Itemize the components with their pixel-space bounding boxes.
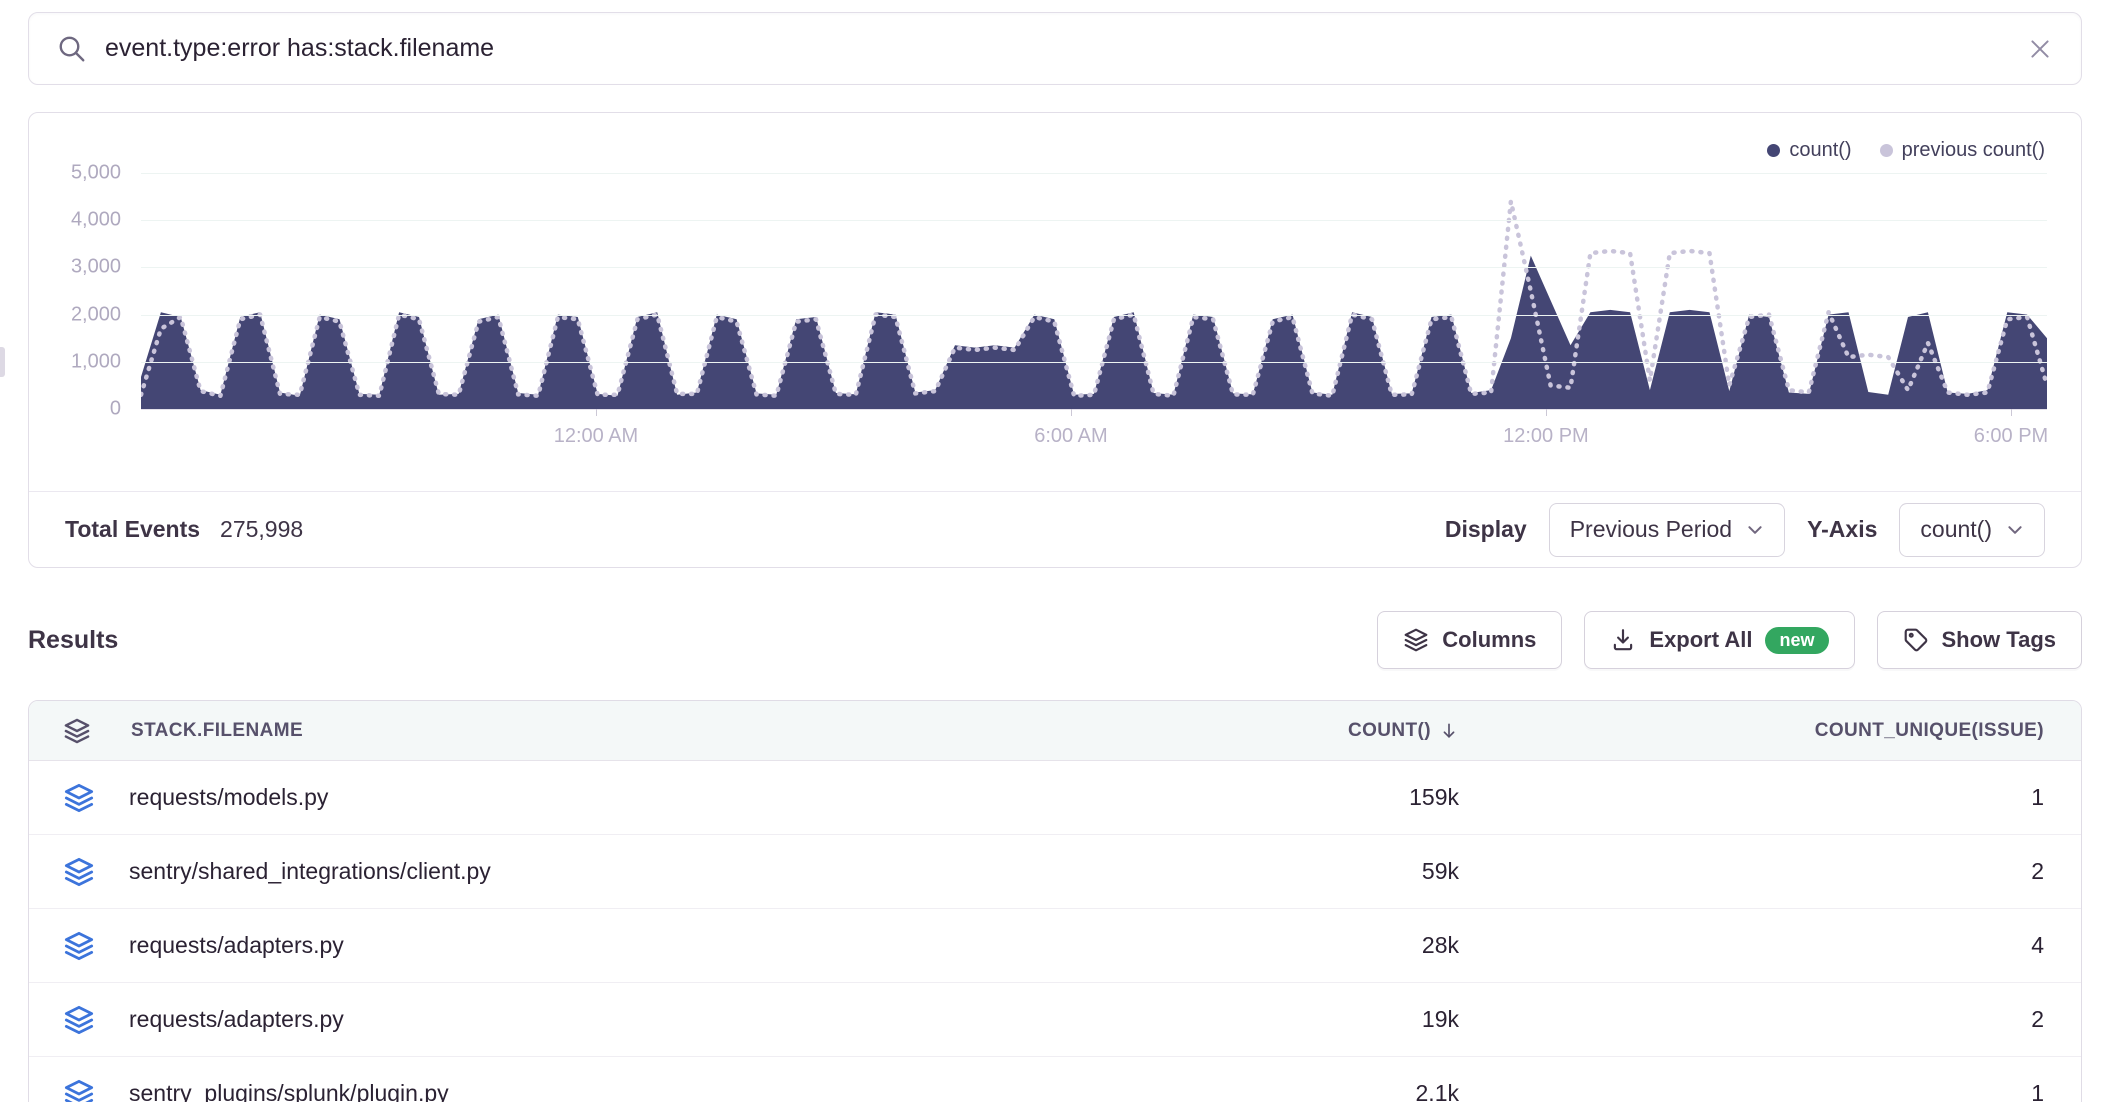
chevron-down-icon	[1748, 525, 1762, 534]
x-axis-tick	[595, 409, 597, 416]
yaxis-label: Y-Axis	[1807, 516, 1878, 542]
y-axis-tick-label: 1,000	[70, 350, 121, 373]
count-unique-cell: 4	[2031, 932, 2044, 958]
header-stack-filename[interactable]: STACK.FILENAME	[29, 717, 1159, 745]
clear-search-icon[interactable]	[2027, 36, 2053, 62]
layers-icon	[64, 931, 94, 960]
layers-icon	[64, 783, 94, 812]
x-axis-tick-label: 6:00 PM	[1973, 425, 2049, 447]
stack-filename-cell: requests/models.py	[129, 784, 329, 810]
count-unique-cell: 1	[2031, 1080, 2044, 1102]
x-axis-tick-label: 12:00 AM	[553, 425, 639, 447]
count-cell: 19k	[1421, 1006, 1459, 1032]
y-axis-tick-label: 4,000	[70, 208, 121, 231]
stack-filename-cell: requests/adapters.py	[129, 932, 344, 958]
legend-item-previous-count[interactable]: previous count()	[1879, 139, 2045, 162]
legend-item-count[interactable]: count()	[1767, 139, 1852, 162]
y-axis-tick-label: 5,000	[70, 161, 121, 184]
results-header: Results Columns Export All new Show Tags	[28, 610, 2082, 670]
stack-filename-cell: sentry/shared_integrations/client.py	[129, 858, 491, 884]
count-cell: 159k	[1409, 784, 1459, 810]
chart-footer: Total Events 275,998 Display Previous Pe…	[29, 491, 2081, 567]
sort-desc-arrow-icon	[1443, 723, 1455, 738]
yaxis-select[interactable]: count()	[1899, 502, 2045, 557]
results-title: Results	[28, 625, 119, 654]
x-axis-tick	[2010, 409, 2012, 416]
stack-filename-cell: sentry_plugins/splunk/plugin.py	[129, 1080, 449, 1102]
events-area-chart	[141, 199, 2047, 409]
export-all-button-label: Export All	[1649, 627, 1753, 652]
y-axis-tick-label: 2,000	[70, 303, 121, 326]
layers-icon	[64, 857, 94, 886]
grid-line	[141, 220, 2047, 222]
layers-icon	[64, 1079, 94, 1102]
chart-legend: count() previous count()	[1767, 139, 2045, 162]
events-chart-panel: count() previous count() 0 1,000 2,000 3,00…	[28, 112, 2082, 568]
header-count[interactable]: COUNT()	[1159, 720, 1459, 742]
y-axis-tick-label: 0	[109, 397, 121, 420]
columns-button[interactable]: Columns	[1377, 611, 1563, 669]
show-tags-button-label: Show Tags	[1941, 627, 2057, 652]
layers-icon	[64, 1005, 94, 1034]
grid-line	[141, 361, 2047, 363]
grid-line	[141, 267, 2047, 269]
table-row[interactable]: requests/adapters.py 19k 2	[29, 983, 2081, 1057]
table-body: requests/models.py 159k 1 sentry/shared_…	[29, 761, 2081, 1102]
search-bar	[28, 12, 2082, 85]
y-axis-tick-label: 3,000	[70, 255, 121, 278]
display-select-value: Previous Period	[1569, 516, 1733, 542]
total-events-value: 275,998	[220, 516, 304, 542]
table-row[interactable]: sentry_plugins/splunk/plugin.py 2.1k 1	[29, 1057, 2081, 1102]
x-axis-tick	[1070, 409, 1072, 416]
stack-filename-cell: requests/adapters.py	[129, 1006, 344, 1032]
tag-icon	[1904, 628, 1927, 652]
count-cell: 28k	[1421, 932, 1459, 958]
show-tags-button[interactable]: Show Tags	[1876, 611, 2082, 669]
count-unique-cell: 1	[2031, 784, 2044, 810]
header-count-label: COUNT()	[1347, 719, 1431, 741]
x-axis-tick-label: 6:00 AM	[1034, 425, 1108, 447]
total-events-label: Total Events	[65, 516, 201, 542]
legend-dot-count-icon	[1767, 144, 1781, 157]
count-unique-cell: 2	[2031, 858, 2044, 884]
x-axis-tick	[1545, 409, 1547, 416]
search-input[interactable]	[105, 34, 2009, 63]
table-row[interactable]: requests/models.py 159k 1	[29, 761, 2081, 835]
table-row[interactable]: requests/adapters.py 28k 4	[29, 909, 2081, 983]
total-events: Total Events 275,998	[65, 516, 303, 543]
download-icon	[1614, 629, 1633, 651]
export-all-button[interactable]: Export All new	[1584, 611, 1855, 669]
x-axis-tick-label: 12:00 PM	[1503, 425, 1589, 447]
layers-icon	[64, 718, 90, 743]
table-header-row: STACK.FILENAME COUNT() COUNT_UNIQUE(ISSU…	[29, 701, 2081, 761]
count-series-area	[141, 255, 2047, 409]
yaxis-select-value: count()	[1920, 516, 1992, 542]
layers-icon	[1404, 628, 1428, 652]
chevron-down-icon	[2008, 525, 2022, 534]
count-cell: 2.1k	[1415, 1080, 1459, 1102]
chart-plot[interactable]: 0 1,000 2,000 3,000 4,000 5,000 12:00 AM 6:00 A…	[71, 162, 2048, 448]
previous-count-series-line	[141, 199, 2047, 399]
new-badge: new	[1765, 626, 1829, 654]
legend-label-count: count()	[1789, 139, 1852, 161]
sidebar-collapse-handle	[0, 347, 5, 377]
columns-button-label: Columns	[1442, 627, 1537, 652]
count-cell: 59k	[1421, 858, 1459, 884]
header-count-unique-issue-label: COUNT_UNIQUE(ISSUE)	[1814, 719, 2044, 741]
header-count-unique-issue[interactable]: COUNT_UNIQUE(ISSUE)	[1459, 720, 2044, 742]
header-stack-filename-label: STACK.FILENAME	[131, 719, 304, 741]
results-table: STACK.FILENAME COUNT() COUNT_UNIQUE(ISSU…	[28, 700, 2082, 1102]
search-icon	[57, 34, 87, 64]
legend-label-previous-count: previous count()	[1901, 139, 2045, 161]
count-unique-cell: 2	[2031, 1006, 2044, 1032]
legend-dot-previous-count-icon	[1879, 144, 1893, 157]
grid-line	[141, 173, 2047, 174]
display-label: Display	[1444, 516, 1527, 542]
x-axis-line	[141, 409, 2047, 410]
grid-line	[141, 314, 2047, 316]
display-select[interactable]: Previous Period	[1548, 502, 1786, 557]
table-row[interactable]: sentry/shared_integrations/client.py 59k…	[29, 835, 2081, 909]
